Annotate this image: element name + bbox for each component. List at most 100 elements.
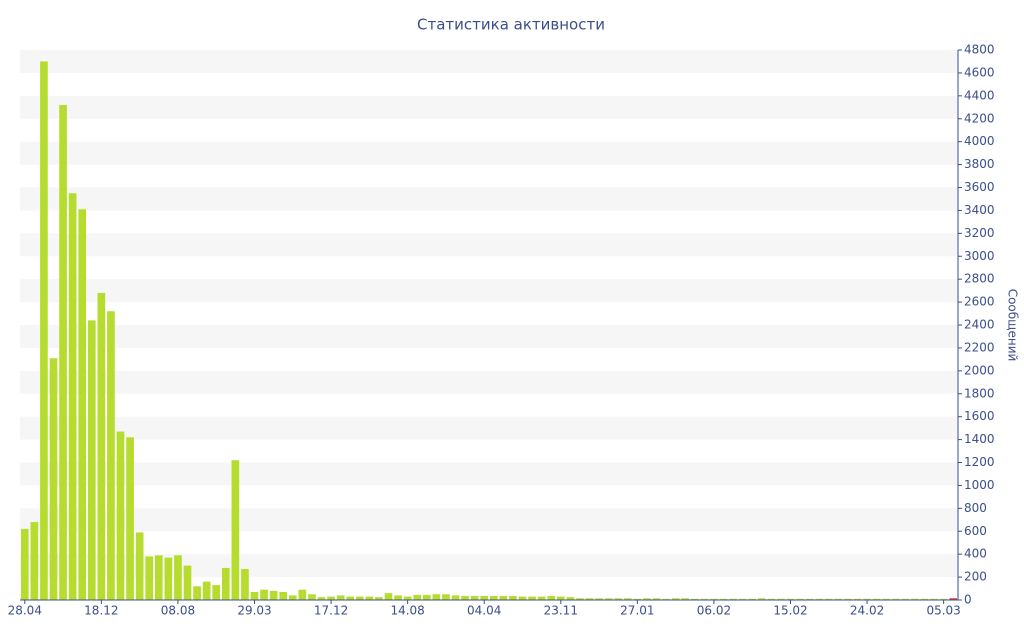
bar [288,595,297,600]
y-tick-label: 1800 [964,386,995,400]
bar [700,598,709,600]
bar [719,598,728,600]
bar [470,595,479,600]
grid-band [20,462,958,486]
bar [413,594,422,600]
bar [652,598,661,600]
bar [863,598,871,600]
bar [250,591,259,600]
bar [844,598,852,600]
grid-band [20,554,958,578]
x-tick-label: 04.04 [467,604,501,618]
bar [930,598,938,600]
y-tick-label: 200 [964,570,987,584]
bar [777,598,785,600]
grid-band [20,50,958,73]
bar [604,598,613,600]
bar [489,595,498,600]
y-tick-label: 3600 [964,180,995,194]
bar [528,596,536,600]
bar [97,292,106,600]
x-tick-label: 23.11 [544,604,578,618]
bar [164,557,173,600]
bar [355,596,364,600]
x-tick-label: 28.04 [8,604,42,618]
y-axis-label: Сообщений [1006,289,1020,362]
bar [710,598,718,600]
bar [317,597,326,600]
bar [346,596,355,600]
bar [662,598,670,600]
bar [901,598,910,600]
bar [422,594,431,600]
bar [375,597,383,600]
bar [193,586,201,600]
y-tick-label: 2600 [964,295,995,309]
grid-band [20,187,958,211]
bar [126,437,134,600]
y-tick-label: 3400 [964,203,995,217]
y-tick-label: 0 [964,593,972,607]
y-tick-label: 3200 [964,226,995,240]
y-tick-label: 600 [964,524,987,538]
bar [87,320,96,600]
bar [336,595,345,600]
bar [365,596,374,600]
bar [643,598,651,600]
bar [748,598,757,600]
bar [623,598,632,600]
x-tick-label: 29.03 [237,604,271,618]
bar [279,591,288,600]
x-tick-label: 17.12 [314,604,348,618]
bar [384,593,393,600]
y-tick-label: 2200 [964,340,995,354]
bar [183,565,192,600]
bar [145,556,154,600]
grid-band [20,233,958,257]
bar [20,528,29,600]
bar [241,569,249,600]
bar [298,589,307,600]
y-tick-label: 1600 [964,409,995,423]
bar [576,598,584,600]
bar [260,589,268,600]
grid-band [20,141,958,165]
bar [920,598,929,600]
bar [107,311,115,600]
bar [480,595,489,600]
y-tick-label: 3800 [964,157,995,171]
bar [633,598,642,600]
bar [403,596,412,600]
bar [891,598,900,600]
y-tick-label: 4000 [964,134,995,148]
bar [174,555,182,600]
bar [221,567,230,600]
x-tick-label: 14.08 [390,604,424,618]
bar [432,594,441,600]
y-tick-label: 4400 [964,88,995,102]
y-tick-label: 1400 [964,432,995,446]
y-tick-label: 2800 [964,272,995,286]
bar [815,598,824,600]
bar [537,596,546,600]
bar [805,598,814,600]
bar [509,595,517,600]
chart-title: Статистика активности [417,16,605,34]
bar [556,596,565,600]
bar [269,590,278,600]
y-tick-label: 1000 [964,478,995,492]
x-tick-label: 08.08 [161,604,195,618]
bar [614,598,623,600]
grid-band [20,370,958,394]
x-tick-label: 24.02 [850,604,884,618]
y-tick-label: 400 [964,547,987,561]
grid-band [20,508,958,532]
bar [451,595,460,600]
bar [154,555,163,600]
bar [461,595,469,600]
bar [202,581,211,600]
bar [729,598,737,600]
bar [872,598,881,600]
bar [824,598,833,600]
